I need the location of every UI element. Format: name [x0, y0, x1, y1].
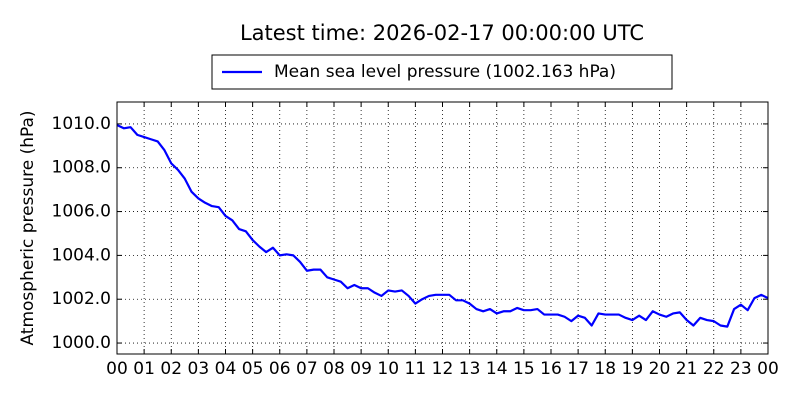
x-tick-label: 05 [242, 359, 264, 379]
x-tick-label: 03 [188, 359, 210, 379]
x-tick-label: 14 [486, 359, 508, 379]
x-tick-label: 00 [757, 359, 779, 379]
x-tick-label: 15 [513, 359, 535, 379]
x-tick-label: 08 [323, 359, 345, 379]
x-tick-label: 06 [269, 359, 291, 379]
chart-title: Latest time: 2026-02-17 00:00:00 UTC [240, 21, 644, 45]
x-tick-label: 16 [540, 359, 562, 379]
x-tick-label: 04 [215, 359, 237, 379]
y-tick-label: 1004.0 [52, 245, 111, 265]
y-tick-label: 1000.0 [52, 333, 111, 353]
x-tick-label: 11 [405, 359, 427, 379]
legend [211, 54, 673, 90]
data-line [116, 124, 769, 328]
plot-frame [116, 101, 769, 355]
x-tick-label: 01 [133, 359, 155, 379]
x-tick-label: 09 [350, 359, 372, 379]
x-tick-label: 17 [567, 359, 589, 379]
x-tick-label: 12 [432, 359, 454, 379]
x-tick-label: 13 [459, 359, 481, 379]
y-tick-label: 1006.0 [52, 202, 111, 222]
x-tick-label: 21 [676, 359, 698, 379]
x-tick-label: 22 [703, 359, 725, 379]
x-tick-label: 07 [296, 359, 318, 379]
x-tick-label: 10 [377, 359, 399, 379]
x-tick-label: 00 [106, 359, 128, 379]
x-tick-label: 20 [649, 359, 671, 379]
x-tick-label: 23 [730, 359, 752, 379]
x-tick-label: 18 [594, 359, 616, 379]
y-tick-label: 1002.0 [52, 289, 111, 309]
legend-label: Mean sea level pressure (1002.163 hPa) [274, 62, 616, 82]
x-tick-label: 19 [622, 359, 644, 379]
y-tick-label: 1008.0 [52, 158, 111, 178]
y-tick-label: 1010.0 [52, 114, 111, 134]
x-tick-label: 02 [160, 359, 182, 379]
y-axis-label: Atmospheric pressure (hPa) [18, 110, 38, 345]
